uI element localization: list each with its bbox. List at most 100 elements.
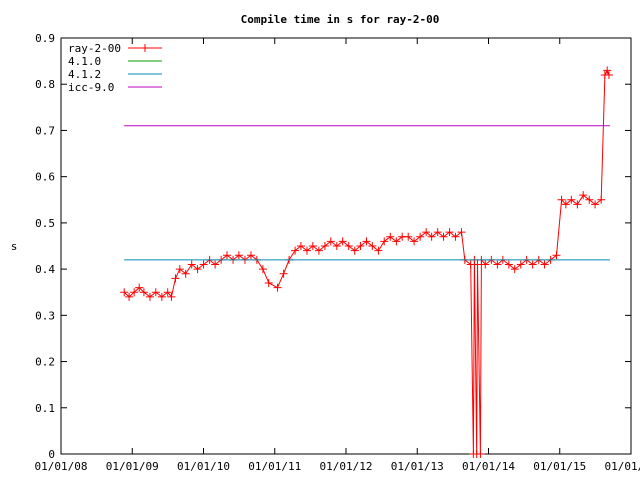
- data-point: [579, 191, 588, 200]
- data-point: [552, 251, 561, 260]
- data-point: [368, 242, 377, 250]
- data-point: [125, 292, 134, 301]
- legend-label: icc-9.0: [68, 81, 114, 94]
- data-point: [603, 66, 612, 75]
- data-point: [145, 292, 154, 301]
- data-point: [223, 251, 232, 260]
- x-tick-label: 01/01/12: [320, 460, 373, 473]
- data-point: [585, 195, 594, 204]
- data-point: [439, 232, 448, 241]
- data-point: [422, 228, 431, 237]
- data-point: [540, 260, 549, 269]
- series-line: [123, 69, 610, 455]
- series-layer: [120, 66, 613, 458]
- data-point: [591, 200, 600, 209]
- y-tick-label: 0.3: [35, 309, 55, 322]
- data-point: [392, 237, 401, 246]
- y-tick-label: 0: [48, 448, 55, 461]
- data-point: [604, 70, 613, 79]
- data-point: [320, 242, 329, 250]
- x-tick-label: 01/01/10: [177, 460, 230, 473]
- data-point: [326, 237, 335, 246]
- data-point: [193, 265, 202, 274]
- data-point: [516, 260, 525, 269]
- data-point: [308, 242, 317, 250]
- data-point: [211, 260, 220, 269]
- data-point: [247, 251, 255, 260]
- data-point: [338, 237, 347, 246]
- x-tick-label: 01/01/14: [462, 460, 515, 473]
- x-tick-label: 01/01/16: [605, 460, 640, 473]
- data-point: [258, 265, 267, 274]
- data-point: [332, 242, 341, 250]
- x-tick-label: 01/01/13: [391, 460, 444, 473]
- data-point: [120, 288, 129, 297]
- data-point: [433, 228, 442, 237]
- legend-label: 4.1.2: [68, 68, 101, 81]
- data-point: [356, 242, 365, 250]
- y-tick-label: 0.5: [35, 217, 55, 230]
- data-point: [273, 283, 282, 292]
- y-tick-label: 0.2: [35, 356, 55, 369]
- data-point: [451, 232, 460, 241]
- legend-label: ray-2-00: [68, 42, 121, 55]
- x-tick-label: 01/01/09: [106, 460, 159, 473]
- x-tick-label: 01/01/11: [248, 460, 301, 473]
- data-point: [380, 237, 389, 246]
- data-point: [410, 237, 419, 246]
- data-point: [314, 246, 323, 255]
- data-point: [151, 288, 160, 297]
- data-point: [350, 246, 359, 255]
- y-tick-label: 0.1: [35, 402, 55, 415]
- data-point: [139, 288, 148, 297]
- data-point: [510, 265, 519, 274]
- data-point: [175, 265, 184, 274]
- data-point: [427, 232, 436, 241]
- y-tick-label: 0.6: [35, 171, 55, 184]
- y-tick-label: 0.4: [35, 263, 55, 276]
- data-point: [279, 269, 288, 278]
- y-tick-label: 0.9: [35, 32, 55, 45]
- data-point: [187, 260, 196, 269]
- data-point: [445, 228, 454, 237]
- data-point: [163, 288, 172, 297]
- data-point: [597, 195, 606, 204]
- y-tick-label: 0.7: [35, 124, 55, 137]
- data-point: [264, 278, 273, 287]
- data-point: [481, 260, 490, 269]
- chart-title: Compile time in s for ray-2-00: [241, 13, 440, 26]
- data-point: [296, 242, 305, 250]
- data-point: [171, 274, 180, 283]
- data-point: [466, 260, 475, 269]
- y-tick-label: 0.8: [35, 78, 55, 91]
- x-tick-label: 01/01/15: [533, 460, 586, 473]
- data-point: [561, 200, 570, 209]
- data-point: [557, 195, 566, 204]
- y-axis-label: s: [11, 240, 18, 253]
- y-axis: 0 0.1 0.2 0.3 0.4 0.5 0.6 0.7 0.8 0.9: [35, 32, 631, 461]
- data-point: [573, 200, 582, 209]
- data-point: [457, 228, 466, 237]
- data-point: [135, 283, 144, 292]
- data-point: [181, 269, 190, 278]
- data-point: [493, 260, 502, 269]
- data-point: [302, 246, 311, 255]
- x-axis: 01/01/08 01/01/09 01/01/10 01/01/11 01/01/12…: [35, 38, 640, 473]
- data-point: [157, 292, 166, 301]
- data-point: [528, 260, 537, 269]
- data-point: [344, 242, 353, 250]
- data-point: [199, 260, 208, 269]
- data-point: [374, 246, 383, 255]
- series-ray-2-00: [120, 66, 613, 458]
- data-point: [567, 195, 576, 204]
- data-point: [291, 246, 300, 255]
- data-point: [362, 237, 371, 246]
- legend-marker: [141, 44, 149, 52]
- data-point: [167, 292, 176, 301]
- data-point: [386, 232, 395, 241]
- data-point: [234, 251, 243, 260]
- x-tick-label: 01/01/08: [35, 460, 88, 473]
- data-point: [476, 450, 485, 458]
